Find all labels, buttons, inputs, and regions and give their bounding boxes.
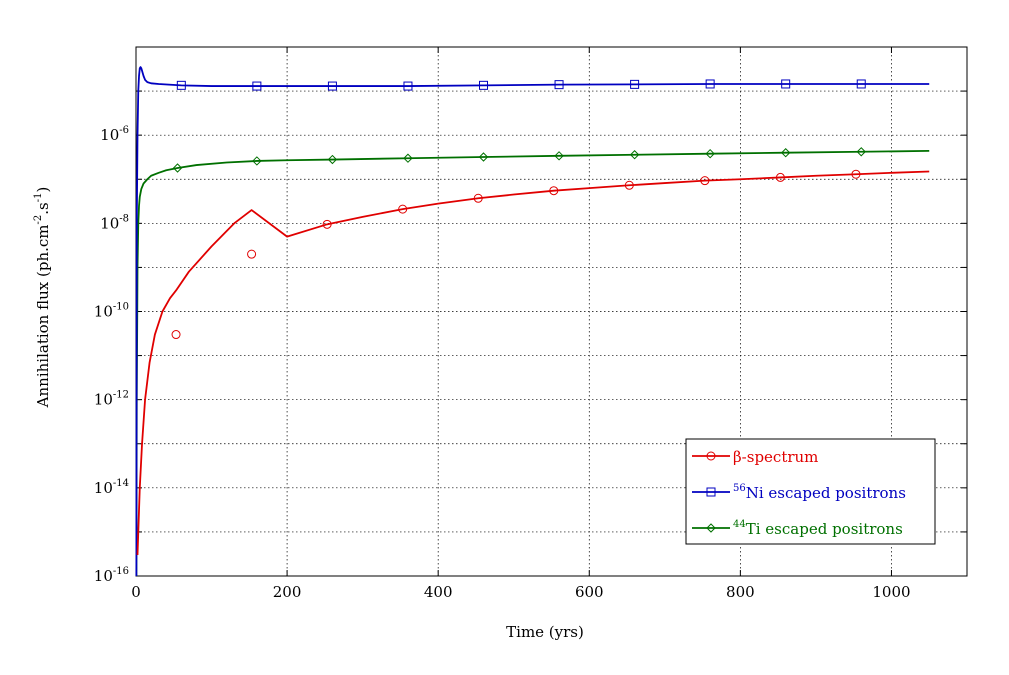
y-tick-label: 10-14 bbox=[94, 478, 129, 497]
x-tick-labels: 0 200 400 600 800 1000 bbox=[131, 583, 910, 601]
legend-label: 44Ti escaped positrons bbox=[733, 519, 903, 538]
legend-label-text: Ni escaped positrons bbox=[746, 484, 906, 502]
ni56-escaped-positrons-line bbox=[135, 66, 930, 577]
y-tick-exponent: -12 bbox=[113, 390, 129, 401]
ni56-escaped-positrons-marker bbox=[554, 80, 564, 90]
legend-item-beta-spectrum: β-spectrum bbox=[692, 448, 818, 466]
y-tick-base: 10 bbox=[94, 303, 113, 321]
series-layer bbox=[135, 66, 930, 577]
ti44-escaped-positrons-marker bbox=[252, 156, 262, 166]
legend-swatch-marker bbox=[706, 487, 716, 497]
beta-spectrum-marker bbox=[171, 330, 181, 340]
beta-spectrum-marker bbox=[851, 169, 861, 179]
x-axis-label: Time (yrs) bbox=[506, 623, 584, 641]
y-tick-label: 10-16 bbox=[94, 566, 129, 585]
beta-spectrum-line bbox=[136, 170, 930, 555]
x-tick-label: 400 bbox=[424, 583, 453, 601]
y-tick-label: 10-10 bbox=[94, 302, 129, 321]
ti44-escaped-positrons-marker bbox=[554, 151, 564, 161]
y-axis-label-end: ) bbox=[34, 187, 52, 193]
legend-label-isotope: 56 bbox=[733, 483, 746, 494]
y-axis-label-main: Annihilation flux (ph.cm bbox=[34, 224, 52, 408]
legend-swatch-marker bbox=[706, 451, 716, 461]
ni56-escaped-positrons-marker bbox=[705, 79, 715, 89]
beta-spectrum-marker bbox=[549, 186, 559, 196]
beta-spectrum-marker bbox=[473, 193, 483, 203]
y-axis-label: Annihilation flux (ph.cm-2.s-1) bbox=[33, 187, 52, 409]
y-tick-base: 10 bbox=[94, 567, 113, 585]
y-axis-label-exp1: -2 bbox=[33, 215, 44, 225]
y-tick-exponent: -8 bbox=[119, 213, 129, 224]
x-tick-label: 0 bbox=[131, 583, 141, 601]
ti44-escaped-positrons-marker bbox=[172, 163, 183, 173]
y-tick-base: 10 bbox=[94, 391, 113, 409]
ni56-escaped-positrons-marker bbox=[403, 81, 413, 91]
legend: β-spectrum 56Ni escaped positrons 44Ti esc… bbox=[685, 438, 936, 545]
legend-label-isotope: 44 bbox=[733, 519, 746, 530]
beta-spectrum-series bbox=[136, 169, 930, 555]
y-tick-exponent: -16 bbox=[113, 566, 129, 577]
ti44-escaped-positrons-marker bbox=[327, 154, 338, 165]
ni56-escaped-positrons-marker bbox=[252, 81, 262, 91]
y-axis-label-mid: .s bbox=[34, 202, 52, 214]
beta-spectrum-marker bbox=[624, 180, 634, 190]
ni56-escaped-positrons-series bbox=[135, 66, 930, 577]
ti44-escaped-positrons-marker bbox=[856, 147, 866, 157]
ti44-escaped-positrons-marker bbox=[403, 153, 413, 163]
y-tick-label: 10-6 bbox=[100, 125, 129, 144]
beta-spectrum-marker bbox=[322, 219, 332, 229]
y-tick-exponent: -10 bbox=[113, 302, 129, 313]
beta-spectrum-marker bbox=[247, 249, 257, 259]
x-tick-label: 1000 bbox=[872, 583, 910, 601]
ti44-escaped-positrons-marker bbox=[629, 150, 640, 160]
ni56-escaped-positrons-marker bbox=[856, 79, 866, 89]
ti44-escaped-positrons-marker bbox=[780, 148, 791, 158]
ti44-escaped-positrons-line bbox=[135, 149, 930, 577]
y-axis-label-exp2: -1 bbox=[33, 193, 44, 203]
legend-item-ti44-escaped-positrons: 44Ti escaped positrons bbox=[692, 519, 903, 538]
legend-swatch-marker bbox=[706, 523, 716, 533]
ni56-escaped-positrons-marker bbox=[781, 79, 791, 89]
beta-spectrum-marker bbox=[398, 204, 408, 214]
y-tick-label: 10-8 bbox=[100, 213, 129, 232]
beta-spectrum-marker bbox=[700, 176, 710, 186]
y-tick-base: 10 bbox=[94, 479, 113, 497]
ti44-escaped-positrons-series bbox=[135, 147, 930, 577]
ti44-escaped-positrons-marker bbox=[478, 152, 489, 162]
y-tick-label: 10-12 bbox=[94, 390, 129, 409]
y-tick-exponent: -14 bbox=[113, 478, 129, 489]
legend-label-text: Ti escaped positrons bbox=[746, 520, 903, 538]
x-tick-label: 600 bbox=[575, 583, 604, 601]
x-tick-label: 800 bbox=[726, 583, 755, 601]
ni56-escaped-positrons-marker bbox=[630, 79, 640, 89]
ni56-escaped-positrons-marker bbox=[327, 81, 337, 91]
y-tick-base: 10 bbox=[100, 214, 119, 232]
y-tick-base: 10 bbox=[100, 126, 119, 144]
ni56-escaped-positrons-marker bbox=[176, 80, 186, 90]
x-tick-label: 200 bbox=[273, 583, 302, 601]
legend-label: β-spectrum bbox=[733, 448, 818, 466]
legend-item-ni56-escaped-positrons: 56Ni escaped positrons bbox=[692, 483, 906, 502]
ti44-escaped-positrons-marker bbox=[705, 148, 715, 159]
y-tick-exponent: -6 bbox=[119, 125, 129, 136]
legend-label: 56Ni escaped positrons bbox=[733, 483, 906, 502]
ni56-escaped-positrons-marker bbox=[479, 80, 489, 90]
beta-spectrum-marker bbox=[775, 172, 785, 182]
